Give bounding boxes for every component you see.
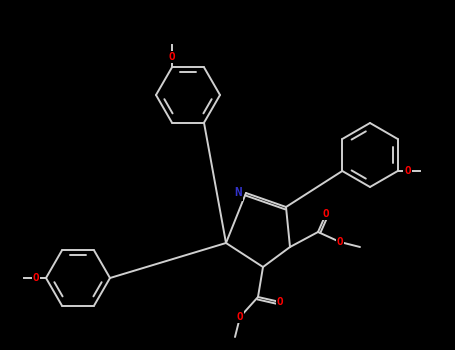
Text: O: O xyxy=(237,312,243,322)
Text: O: O xyxy=(277,297,283,307)
Text: O: O xyxy=(323,209,329,219)
Text: O: O xyxy=(33,273,40,283)
Text: N: N xyxy=(234,187,242,199)
Text: O: O xyxy=(404,166,411,176)
Text: O: O xyxy=(169,52,175,62)
Text: O: O xyxy=(337,237,344,247)
